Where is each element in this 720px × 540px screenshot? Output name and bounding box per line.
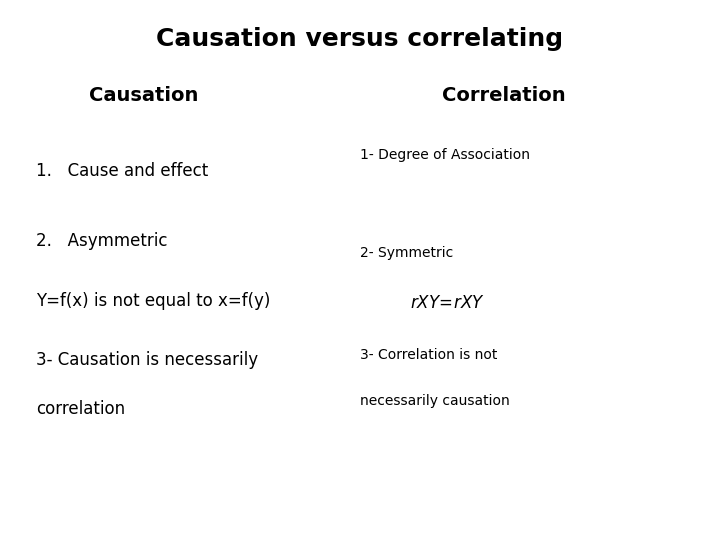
Text: Causation: Causation [89, 86, 199, 105]
Text: $rXY\!=\!rXY$: $rXY\!=\!rXY$ [410, 294, 485, 312]
Text: Causation versus correlating: Causation versus correlating [156, 27, 564, 51]
Text: 1.   Cause and effect: 1. Cause and effect [36, 162, 208, 180]
Text: 2- Symmetric: 2- Symmetric [360, 246, 454, 260]
Text: necessarily causation: necessarily causation [360, 394, 510, 408]
Text: 1- Degree of Association: 1- Degree of Association [360, 148, 530, 163]
Text: correlation: correlation [36, 400, 125, 417]
Text: Correlation: Correlation [442, 86, 566, 105]
Text: 3- Correlation is not: 3- Correlation is not [360, 348, 498, 362]
Text: 2.   Asymmetric: 2. Asymmetric [36, 232, 168, 250]
Text: 3- Causation is necessarily: 3- Causation is necessarily [36, 351, 258, 369]
Text: Y=f(x) is not equal to x=f(y): Y=f(x) is not equal to x=f(y) [36, 292, 271, 309]
